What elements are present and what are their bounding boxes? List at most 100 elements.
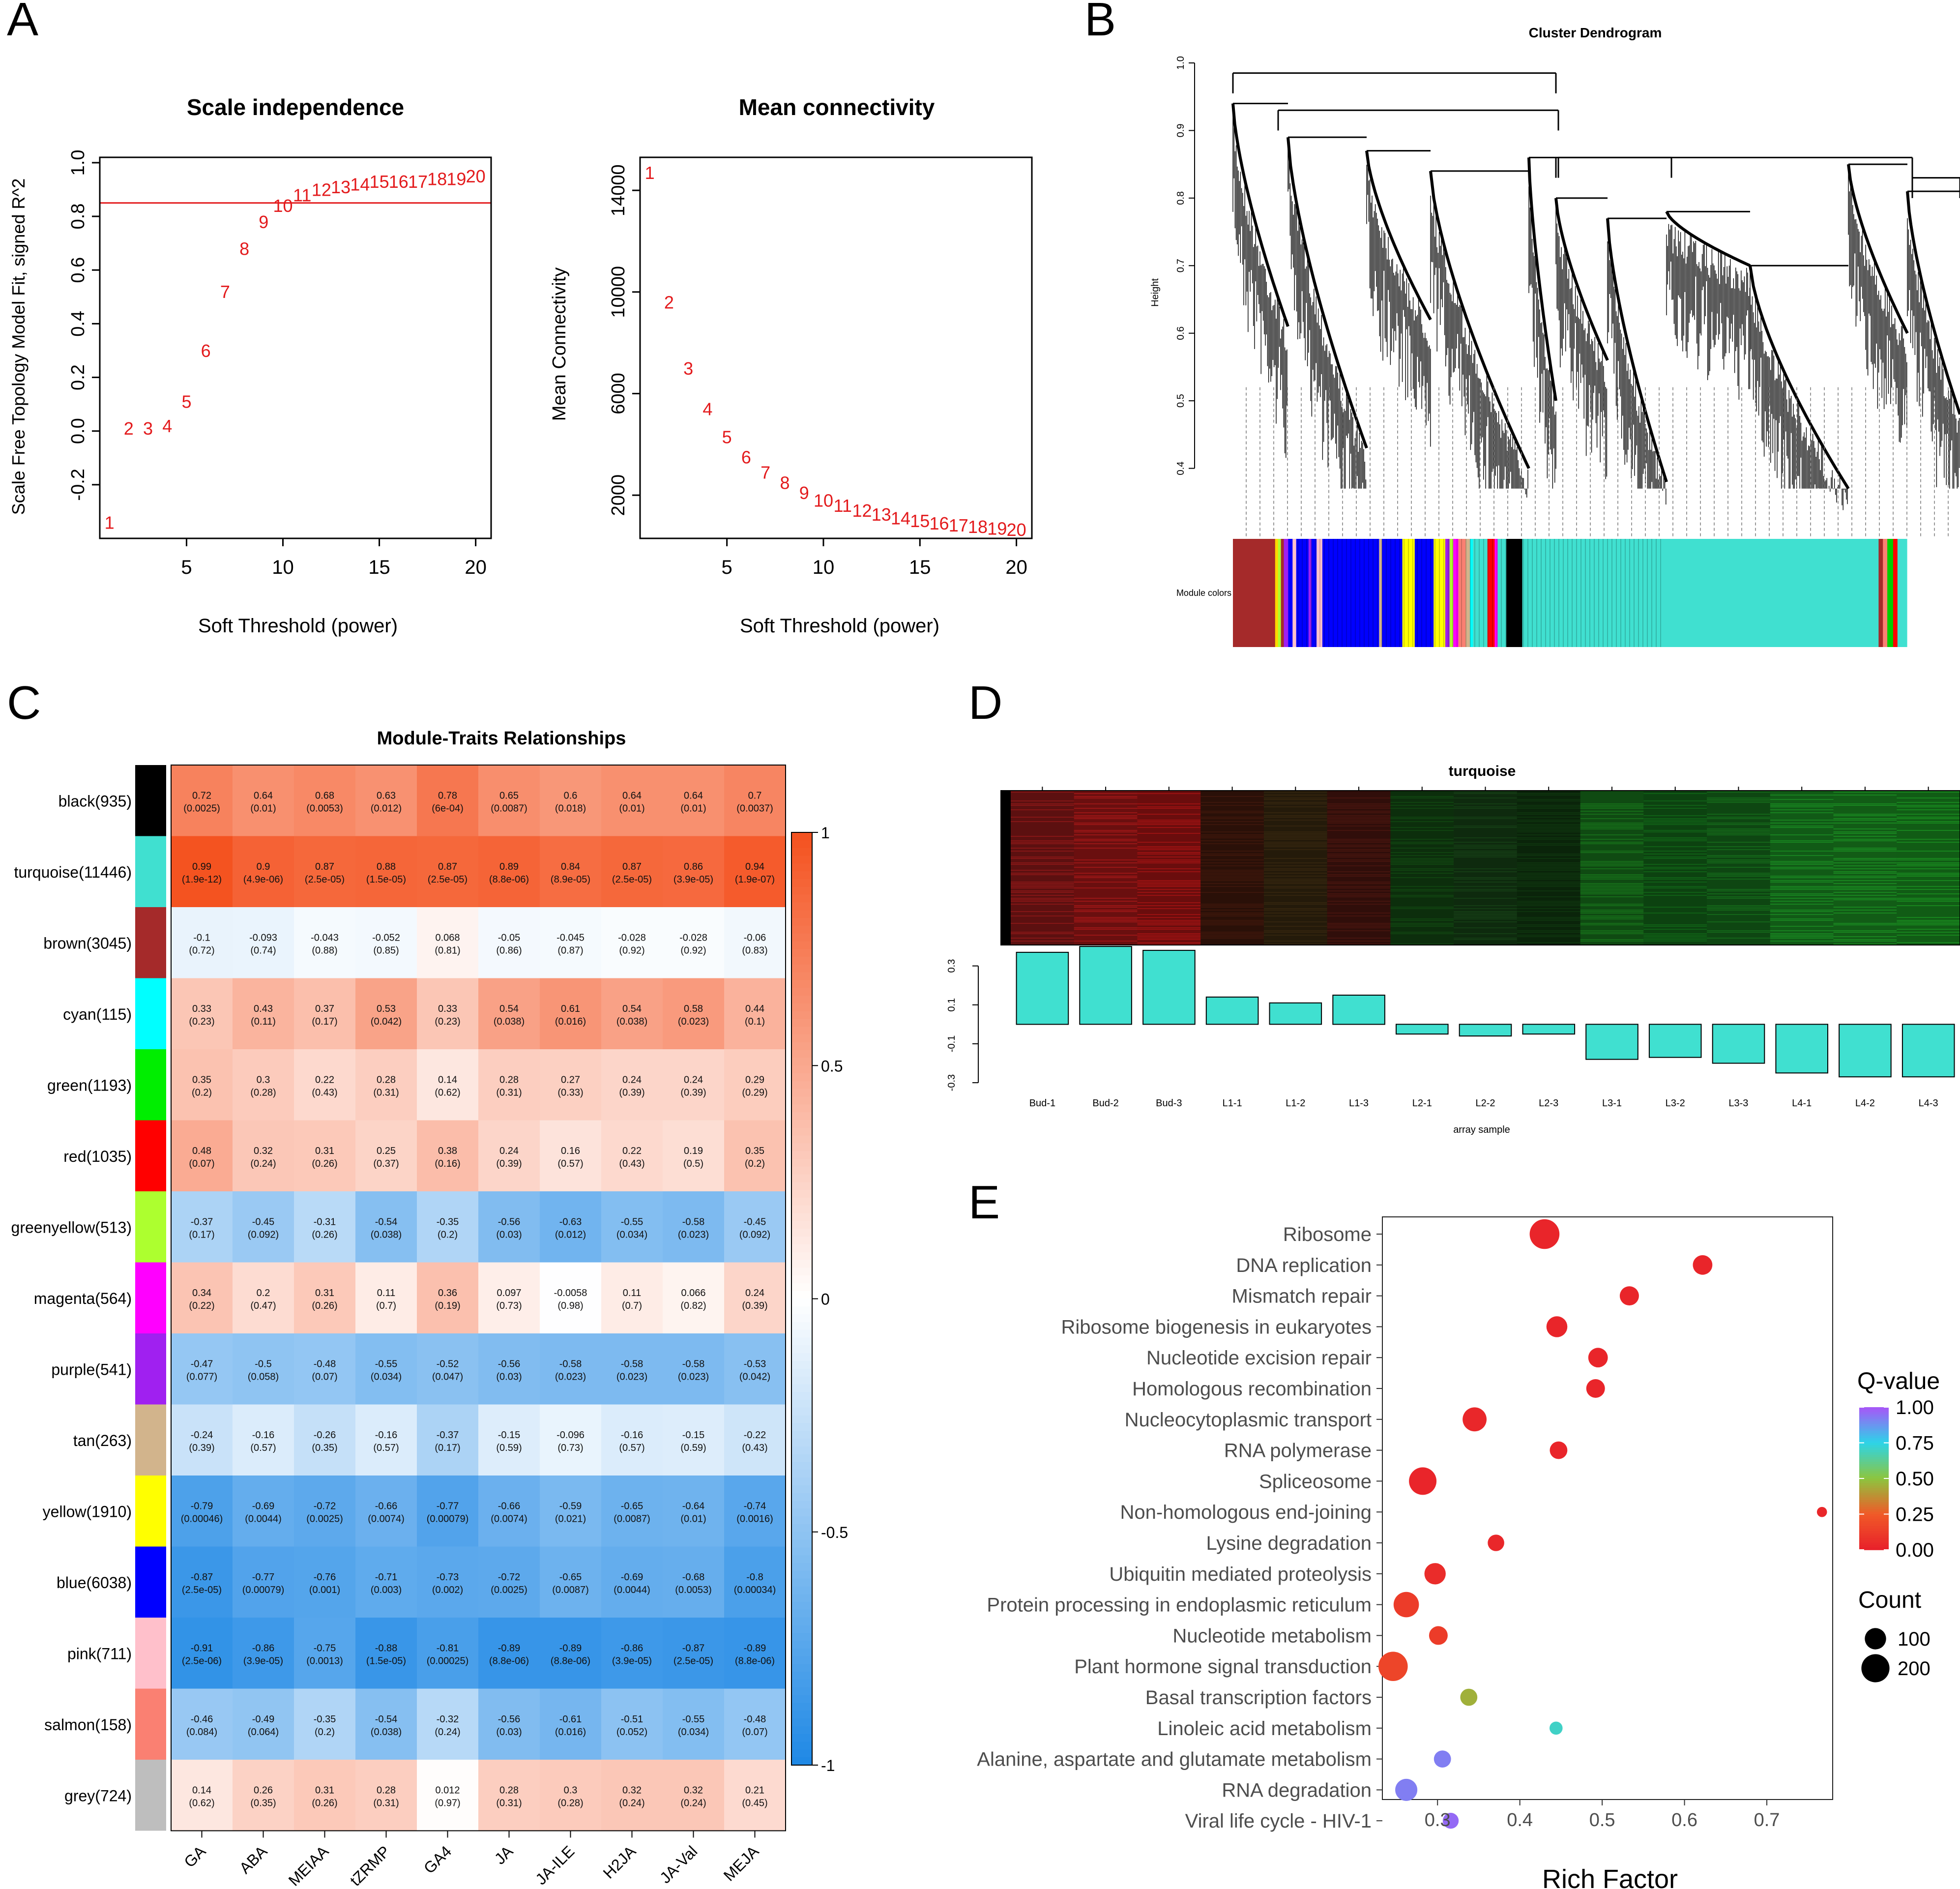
heatmap-cell-r: -0.52	[437, 1358, 459, 1369]
heatmap-cell-r: -0.15	[498, 1430, 521, 1441]
colorbar-step	[791, 1570, 812, 1579]
qvalue-gradient-step	[1859, 1480, 1889, 1484]
module-row-label: red(1035)	[63, 1148, 132, 1165]
heatmap-cell-p: (8.8e-06)	[551, 1655, 590, 1666]
heatmap-cell-p: (0.29)	[742, 1087, 767, 1098]
power-point-label: 11	[834, 496, 852, 516]
colorbar-step	[791, 840, 812, 849]
heatmap-cell-p: (0.24)	[435, 1727, 460, 1738]
heatmap-sample-column	[1454, 791, 1518, 945]
colorbar-step	[791, 1687, 812, 1696]
d-y-tick-label: -0.3	[946, 1074, 957, 1091]
e-x-tick-label: 0.7	[1754, 1810, 1780, 1830]
a-y-tick-label: 14000	[608, 164, 629, 216]
heatmap-cell-r: -0.76	[314, 1572, 336, 1583]
pathway-label: Ubiquitin mediated proteolysis	[1109, 1564, 1372, 1585]
heatmap-cell	[355, 978, 417, 1049]
qvalue-gradient-step	[1859, 1531, 1889, 1534]
heatmap-cell	[417, 978, 479, 1049]
heatmap-cell-p: (2.5e-05)	[673, 1655, 713, 1666]
heatmap-cell	[355, 1688, 417, 1760]
heatmap-cell	[294, 1476, 356, 1547]
heatmap-cell-p: (1.5e-05)	[366, 874, 406, 885]
colorbar-step	[791, 1306, 812, 1315]
pathway-label: Lysine degradation	[1206, 1533, 1372, 1554]
heatmap-cell-r: -0.65	[621, 1501, 644, 1511]
colorbar-tick-label: 1	[821, 824, 830, 842]
heatmap-cell-r: -0.16	[375, 1430, 398, 1441]
qvalue-gradient-step	[1859, 1521, 1889, 1524]
colorbar-step	[791, 1695, 812, 1704]
heatmap-cell-p: (0.7)	[622, 1300, 642, 1311]
heatmap-cell-p: (0.72)	[189, 945, 214, 956]
heatmap-cell	[478, 1688, 540, 1760]
heatmap-cell	[478, 836, 540, 907]
enrichment-dot	[1393, 1592, 1419, 1618]
heatmap-cell	[355, 836, 417, 907]
heatmap-column-label: GA	[180, 1842, 209, 1871]
power-point-label: 4	[702, 399, 712, 419]
heatmap-cell-p: (0.03)	[496, 1727, 522, 1738]
heatmap-cell	[478, 907, 540, 978]
heatmap-cell	[417, 1546, 479, 1618]
dendrogram-leaves	[1430, 195, 1528, 498]
heatmap-cell	[171, 1262, 233, 1333]
colorbar-step	[791, 980, 812, 988]
dendrogram-branch	[1287, 137, 1368, 449]
scale-independence-plot: Scale independence Soft Threshold (power…	[8, 94, 492, 637]
b-y-tick-label: 0.9	[1175, 124, 1186, 138]
colorbar-step	[791, 1485, 812, 1494]
heatmap-cell-p: (0.0013)	[306, 1655, 343, 1666]
heatmap-cell-p: (0.92)	[619, 945, 644, 956]
module-color-segment	[1897, 539, 1907, 647]
enrichment-legend: Q-value 1.00 0.75 0.50 0.25 0.00 Count 100 200	[1857, 1368, 1940, 1682]
heatmap-cell	[171, 1120, 233, 1191]
heatmap-cell	[233, 1618, 294, 1689]
heatmap-cell-p: (0.07)	[189, 1158, 214, 1169]
power-point-label: 13	[331, 177, 351, 197]
a-y-tick-label: 2000	[608, 474, 629, 516]
heatmap-cell-p: (0.0025)	[306, 1513, 343, 1524]
colorbar-step	[791, 1003, 812, 1012]
heatmap-cell	[355, 907, 417, 978]
heatmap-cell-r: 0.012	[435, 1785, 460, 1796]
colorbar-step	[791, 1400, 812, 1408]
heatmap-cell-r: 0.29	[745, 1074, 764, 1085]
a-x-tick-label: 20	[465, 557, 487, 578]
heatmap-cell	[294, 1191, 356, 1263]
heatmap-cell	[294, 1120, 356, 1191]
heatmap-cell-r: -0.65	[559, 1572, 582, 1583]
a-y-tick-label: 10000	[608, 266, 629, 318]
heatmap-cell-p: (0.2)	[315, 1727, 335, 1738]
colorbar-step	[791, 1477, 812, 1486]
a-x-tick-label: 10	[272, 557, 294, 578]
heatmap-cell	[233, 836, 294, 907]
heatmap-gene-lines	[1517, 793, 1580, 943]
a-x-tick-label: 10	[813, 557, 835, 578]
eigengene-bar	[1648, 1024, 1702, 1058]
heatmap-cell-p: (0.003)	[371, 1585, 402, 1595]
qvalue-gradient-step	[1859, 1454, 1889, 1458]
power-point-label: 6	[741, 447, 751, 468]
qvalue-gradient-step	[1859, 1505, 1889, 1507]
heatmap-cell-r: -0.69	[252, 1501, 275, 1511]
qvalue-gradient-step	[1859, 1523, 1889, 1527]
heatmap-cell-p: (0.24)	[680, 1798, 706, 1808]
heatmap-cell-p: (0.17)	[189, 1229, 214, 1240]
e-xlabel: Rich Factor	[1542, 1864, 1678, 1889]
dendrogram-branch	[1527, 157, 1557, 401]
heatmap-cell	[478, 1049, 540, 1121]
colorbar-step	[791, 856, 812, 864]
heatmap-sample-column	[1580, 791, 1644, 945]
colorbar-step	[791, 1019, 812, 1027]
colorbar-step	[791, 1213, 812, 1222]
colorbar-step	[791, 894, 812, 903]
module-color-segment	[1487, 539, 1495, 647]
heatmap-cell	[417, 765, 479, 836]
panel-letter-b: B	[1084, 0, 1116, 46]
a2-xlabel: Soft Threshold (power)	[740, 615, 939, 637]
power-point-label: 20	[1007, 520, 1026, 540]
heatmap-cell	[540, 1476, 602, 1547]
heatmap-cell-p: (0.23)	[189, 1016, 214, 1027]
heatmap-gene-lines	[1390, 796, 1454, 944]
